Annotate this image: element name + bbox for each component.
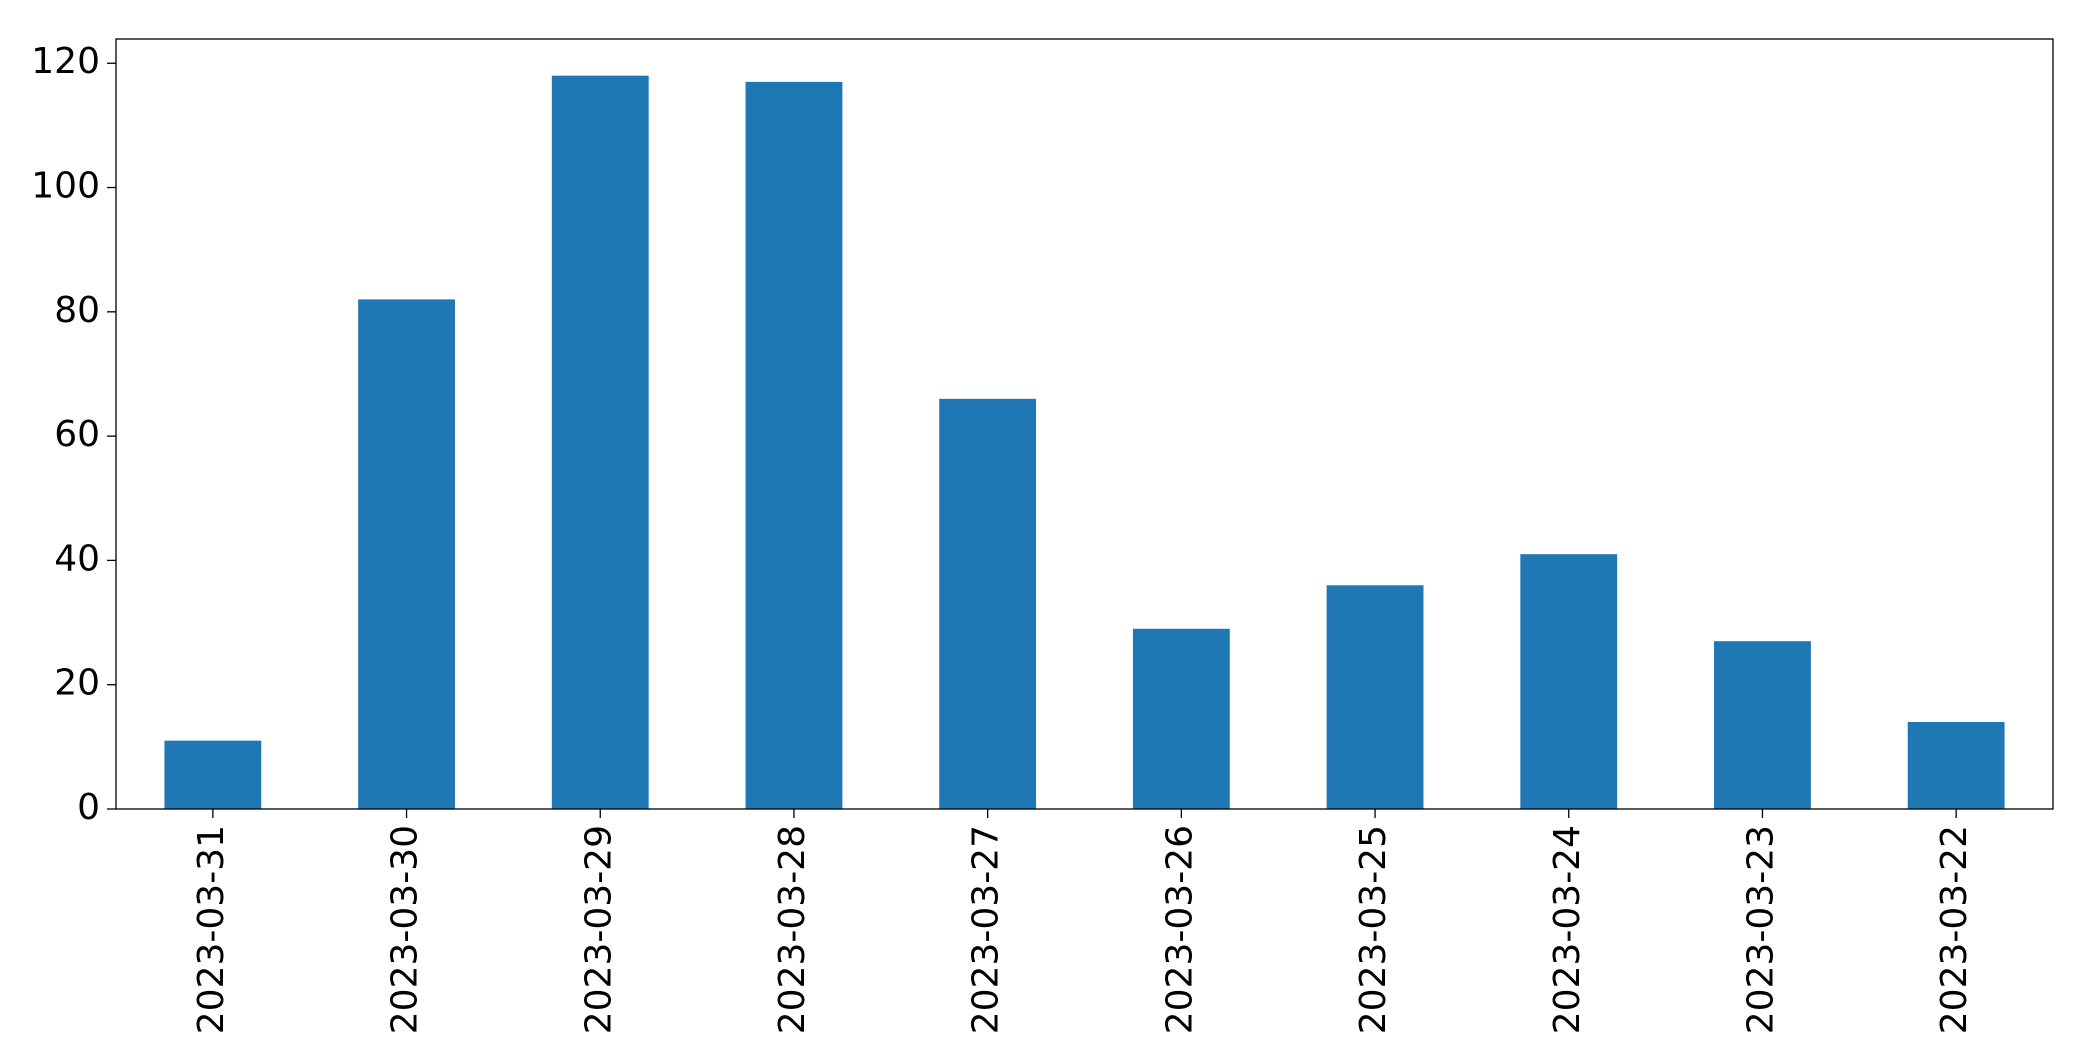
x-tick-label: 2023-03-29 (578, 825, 619, 1034)
bar (1326, 585, 1424, 809)
x-tick-label: 2023-03-30 (385, 825, 426, 1034)
y-tick-label: 40 (54, 538, 100, 579)
x-tick-label: 2023-03-28 (772, 825, 813, 1034)
x-tick-label: 2023-03-23 (1740, 825, 1781, 1034)
bar (1907, 721, 2005, 809)
y-tick-label: 0 (77, 787, 100, 828)
x-tick-label: 2023-03-26 (1159, 825, 1200, 1034)
bar (1520, 554, 1618, 809)
bar (939, 398, 1037, 809)
bar (745, 81, 843, 810)
x-tick-label: 2023-03-31 (191, 825, 232, 1034)
bar (358, 299, 455, 809)
plot-frame (115, 38, 2054, 810)
y-tick-label: 20 (54, 663, 100, 704)
x-tick-label: 2023-03-24 (1547, 825, 1588, 1034)
bar (164, 740, 262, 809)
bar (1714, 641, 1811, 809)
x-tick-label: 2023-03-25 (1353, 825, 1394, 1034)
y-tick-label: 80 (54, 290, 100, 331)
x-tick-label: 2023-03-27 (966, 825, 1007, 1034)
x-tick-label: 2023-03-22 (1934, 825, 1975, 1034)
bar (551, 75, 649, 809)
bar (1132, 628, 1230, 809)
y-tick-label: 120 (31, 41, 100, 82)
y-tick-label: 100 (31, 166, 100, 207)
y-tick-label: 60 (54, 414, 100, 455)
